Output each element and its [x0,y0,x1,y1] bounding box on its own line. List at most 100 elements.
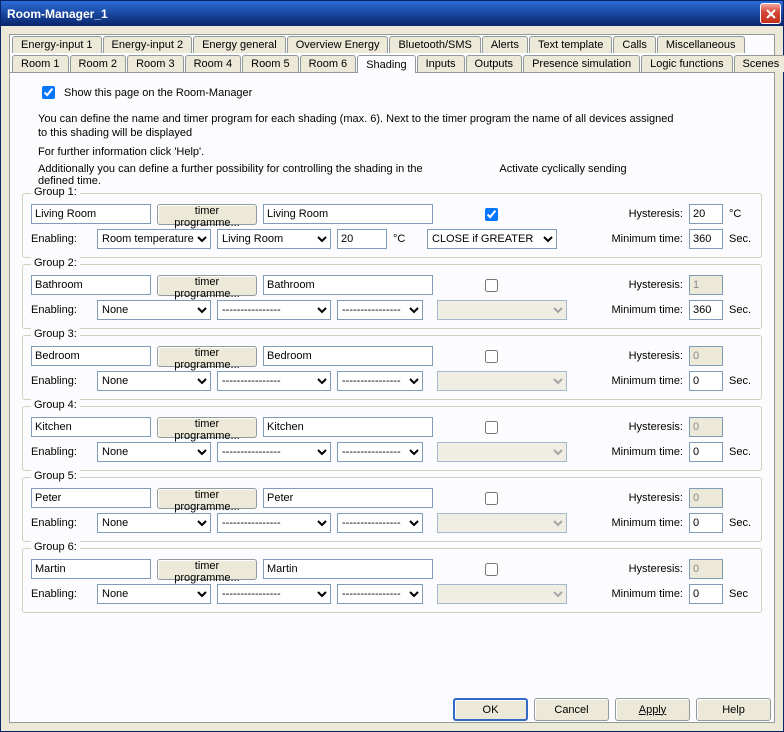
mintime-label: Minimum time: [611,446,683,458]
cyclic-label: Activate cyclically sending [498,163,628,175]
activate-cyclic-checkbox[interactable] [485,350,498,363]
timer-programme-button[interactable]: timer programme... [157,559,257,580]
timer-programme-button[interactable]: timer programme... [157,488,257,509]
tab-miscellaneous[interactable]: Miscellaneous [657,36,745,53]
tab-calls[interactable]: Calls [613,36,655,53]
tab-room-1[interactable]: Room 1 [12,55,69,72]
mintime-input[interactable] [689,371,723,391]
tab-presence-simulation[interactable]: Presence simulation [523,55,640,72]
titlebar: Room-Manager_1 [1,1,783,26]
hysteresis-label: Hysteresis: [629,350,683,362]
threshold-select[interactable]: ---------------- [337,371,423,391]
assigned-devices-field[interactable] [263,559,433,579]
desc-line-3-row: Additionally you can define a further po… [38,163,762,187]
timer-programme-button[interactable]: timer programme... [157,346,257,367]
activate-cyclic-checkbox[interactable] [485,208,498,221]
assigned-devices-field[interactable] [263,417,433,437]
enabling-room-select[interactable]: ---------------- [217,513,331,533]
enabling-select[interactable]: None [97,300,211,320]
group-1: Group 1:timer programme...Hysteresis:°CE… [22,193,762,258]
group-row-2: Enabling:None---------------------------… [31,513,753,533]
tab-overview-energy[interactable]: Overview Energy [287,36,389,53]
mintime-input[interactable] [689,442,723,462]
enabling-room-select[interactable]: Living Room [217,229,331,249]
assigned-devices-field[interactable] [263,346,433,366]
threshold-select[interactable]: ---------------- [337,584,423,604]
tab-room-4[interactable]: Room 4 [185,55,242,72]
mintime-unit: Sec. [729,375,753,387]
enabling-room-select[interactable]: ---------------- [217,584,331,604]
group-name-input[interactable] [31,275,151,295]
enabling-label: Enabling: [31,233,91,245]
hysteresis-label: Hysteresis: [629,208,683,220]
enabling-room-select[interactable]: ---------------- [217,371,331,391]
timer-programme-button[interactable]: timer programme... [157,275,257,296]
activate-cyclic-checkbox[interactable] [485,492,498,505]
enabling-select[interactable]: None [97,584,211,604]
mintime-input[interactable] [689,229,723,249]
tab-room-5[interactable]: Room 5 [242,55,299,72]
enabling-label: Enabling: [31,588,91,600]
group-row-1: timer programme...Hysteresis:°C [31,204,753,225]
enabling-select[interactable]: None [97,371,211,391]
group-name-input[interactable] [31,559,151,579]
mintime-input[interactable] [689,300,723,320]
group-row-1: timer programme... Hysteresis: [31,346,753,367]
tab-energy-input-2[interactable]: Energy-input 2 [103,36,193,53]
desc-line-3: Additionally you can define a further po… [38,163,458,187]
tab-inputs[interactable]: Inputs [417,55,465,72]
group-name-input[interactable] [31,488,151,508]
tab-logic-functions[interactable]: Logic functions [641,55,732,72]
group-row-2: Enabling: None ---------------- -----------… [31,584,753,604]
tab-outputs[interactable]: Outputs [466,55,523,72]
tab-alerts[interactable]: Alerts [482,36,528,53]
enabling-room-select[interactable]: ---------------- [217,300,331,320]
hysteresis-input [689,346,723,366]
ok-button[interactable]: OK [453,698,528,721]
tab-room-6[interactable]: Room 6 [300,55,357,72]
tab-energy-input-1[interactable]: Energy-input 1 [12,36,102,53]
mintime-label: Minimum time: [611,375,683,387]
tab-row-1: Energy-input 1Energy-input 2Energy gener… [12,36,774,53]
group-name-input[interactable] [31,417,151,437]
group-2: Group 2:timer programme...Hysteresis:Ena… [22,264,762,329]
threshold-input[interactable] [337,229,387,249]
assigned-devices-field[interactable] [263,275,433,295]
enabling-select[interactable]: None [97,513,211,533]
tab-room-2[interactable]: Room 2 [70,55,127,72]
assigned-devices-field[interactable] [263,488,433,508]
tab-bluetooth-sms[interactable]: Bluetooth/SMS [389,36,480,53]
group-name-input[interactable] [31,346,151,366]
timer-programme-button[interactable]: timer programme... [157,417,257,438]
group-row-1: timer programme...Hysteresis: [31,417,753,438]
threshold-select[interactable]: ---------------- [337,300,423,320]
group-name-input[interactable] [31,204,151,224]
enabling-select[interactable]: None [97,442,211,462]
enabling-label: Enabling: [31,375,91,387]
mintime-input[interactable] [689,584,723,604]
threshold-select[interactable]: ---------------- [337,513,423,533]
enabling-select[interactable]: Room temperature [97,229,211,249]
timer-programme-button[interactable]: timer programme... [157,204,257,225]
tab-body: Show this page on the Room-Manager You c… [10,72,774,717]
mintime-input[interactable] [689,513,723,533]
activate-cyclic-checkbox[interactable] [485,563,498,576]
assigned-devices-field[interactable] [263,204,433,224]
activate-cyclic-checkbox[interactable] [485,421,498,434]
tab-scenes[interactable]: Scenes [734,55,784,72]
condition-select[interactable]: CLOSE if GREATER [427,229,557,249]
tab-shading[interactable]: Shading [357,55,415,73]
help-button[interactable]: Help [696,698,771,721]
tab-energy-general[interactable]: Energy general [193,36,286,53]
threshold-select[interactable]: ---------------- [337,442,423,462]
tab-text-template[interactable]: Text template [529,36,612,53]
tab-room-3[interactable]: Room 3 [127,55,184,72]
cancel-button[interactable]: Cancel [534,698,609,721]
show-page-checkbox[interactable] [42,86,55,99]
enabling-room-select[interactable]: ---------------- [217,442,331,462]
hysteresis-input[interactable] [689,204,723,224]
close-icon[interactable] [760,3,781,24]
apply-button[interactable]: Apply [615,698,690,721]
group-legend: Group 5: [31,470,80,482]
activate-cyclic-checkbox[interactable] [485,279,498,292]
